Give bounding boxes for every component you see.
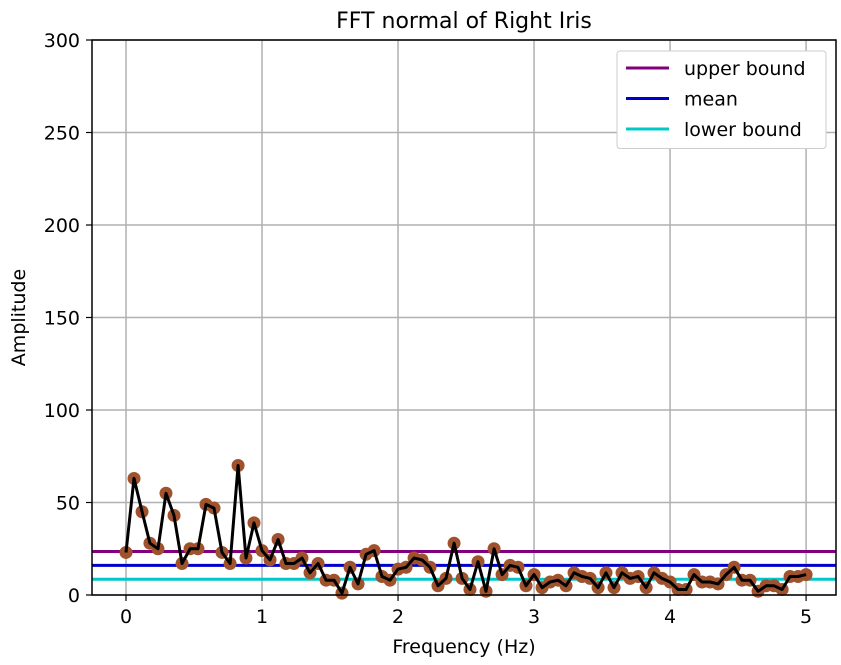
y-tick-label: 100 — [44, 400, 80, 422]
x-tick-label: 3 — [528, 606, 540, 628]
x-tick-label: 4 — [664, 606, 676, 628]
legend-box — [616, 50, 827, 149]
y-tick-label: 0 — [68, 585, 80, 607]
chart-title: FFT normal of Right Iris — [336, 9, 592, 34]
legend: upper bound mean lower bound — [616, 50, 827, 149]
legend-label: upper bound — [684, 58, 806, 80]
series-layer — [119, 459, 813, 600]
x-tick-label: 5 — [800, 606, 812, 628]
y-tick-label: 300 — [44, 30, 80, 52]
y-tick-label: 50 — [56, 493, 80, 515]
amplitude-line — [124, 464, 807, 595]
y-tick-label: 150 — [44, 308, 80, 330]
y-tick-label: 250 — [44, 123, 80, 145]
x-tick-label: 1 — [256, 606, 268, 628]
x-tick-label: 0 — [120, 606, 132, 628]
y-tick-label: 200 — [44, 215, 80, 237]
x-axis-label: Frequency (Hz) — [392, 636, 535, 658]
x-tick-label: 2 — [392, 606, 404, 628]
legend-label: lower bound — [684, 119, 802, 141]
y-axis-label: Amplitude — [8, 269, 30, 366]
legend-label: mean — [684, 89, 738, 111]
